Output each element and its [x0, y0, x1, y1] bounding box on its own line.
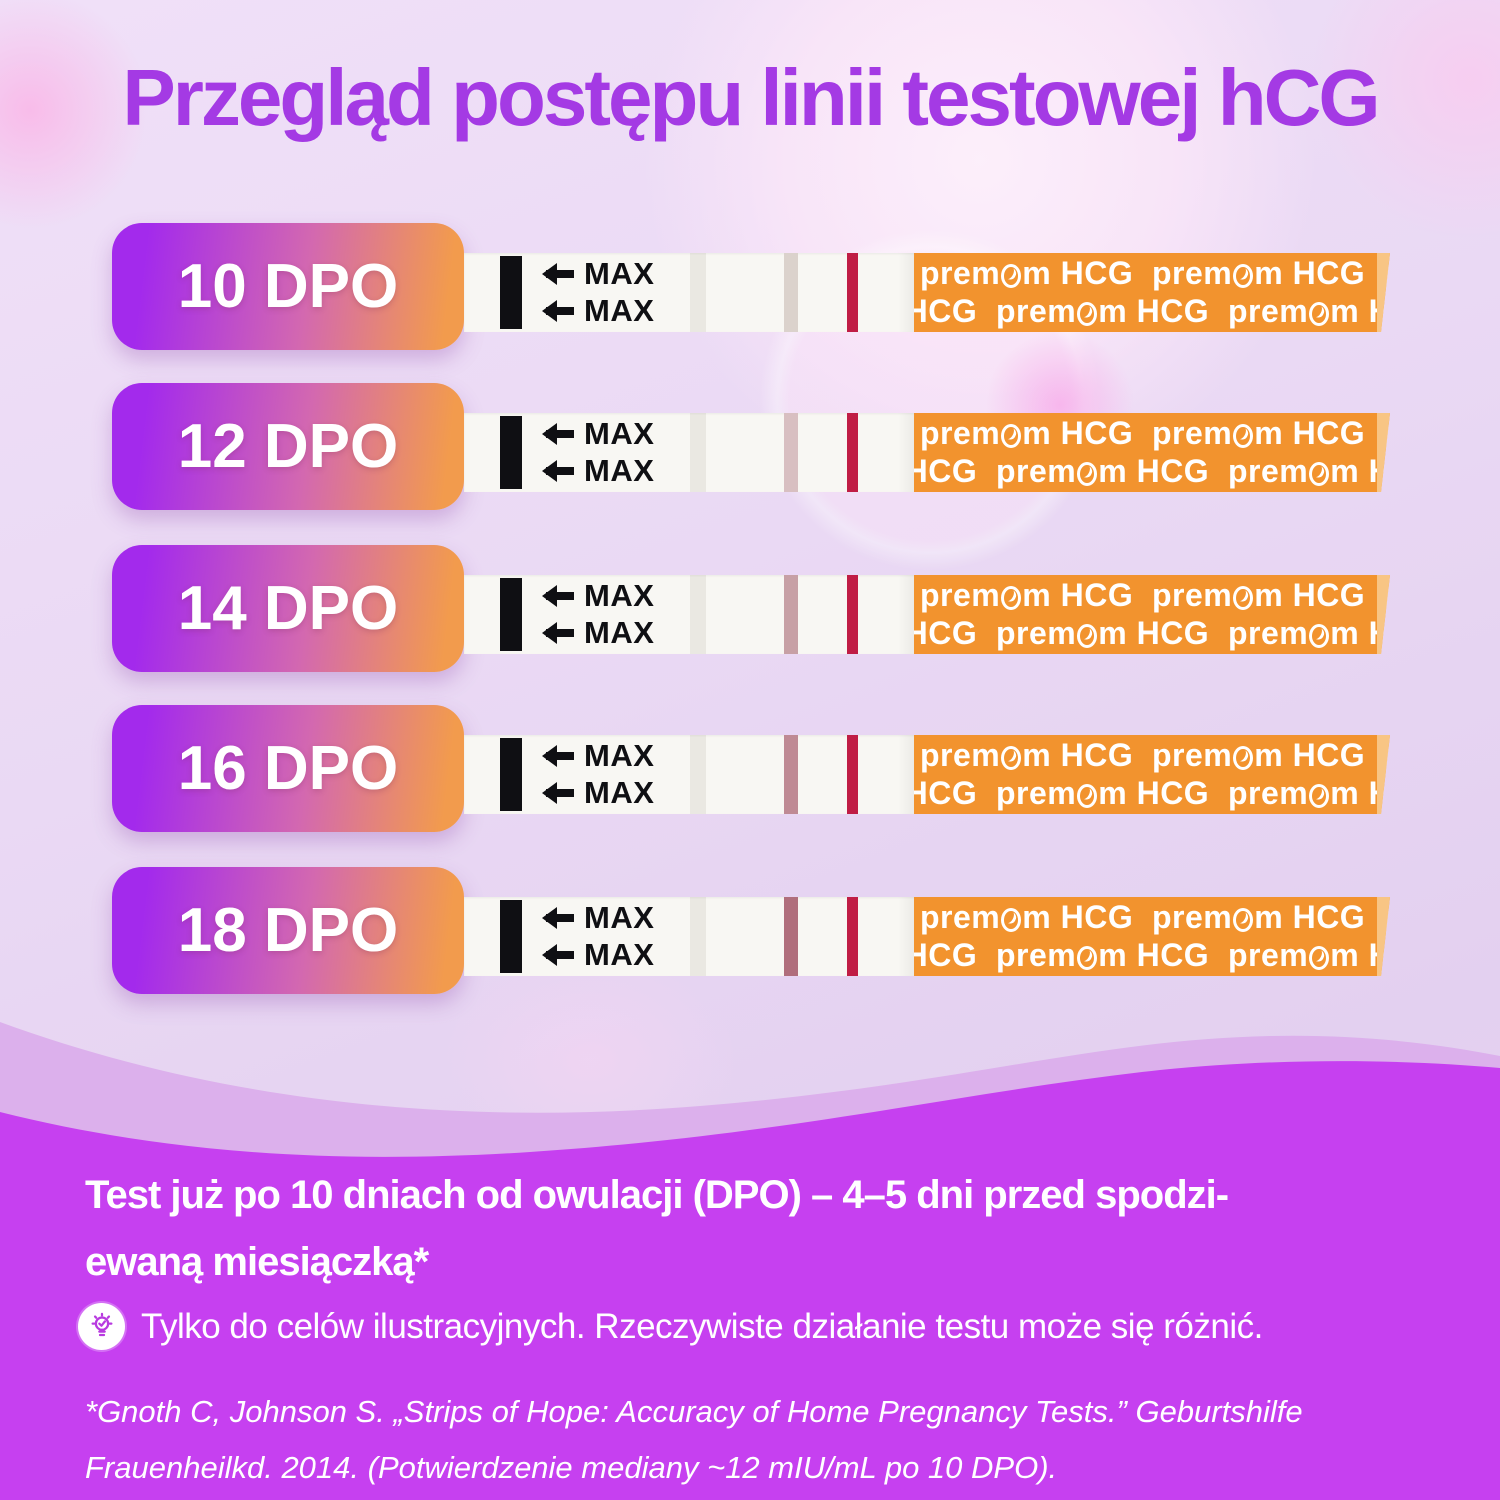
- brand-hcg: HCG: [914, 775, 978, 811]
- dpo-badge: 16 DPO: [112, 705, 464, 832]
- left-arrow-icon: [546, 467, 574, 475]
- left-arrow-icon: [546, 629, 574, 637]
- brand-hcg: HCG: [1136, 937, 1210, 973]
- premom-logo-o-icon: [1309, 624, 1329, 648]
- test-line: [784, 897, 798, 976]
- brand-hcg: HCG: [1292, 737, 1366, 773]
- left-arrow-icon: [546, 270, 574, 278]
- left-arrow-icon: [546, 789, 574, 797]
- dpo-label: 18 DPO: [177, 896, 399, 965]
- max-labels: MAX MAX: [530, 577, 654, 652]
- max-label: MAX: [584, 615, 655, 651]
- premom-logo-o-icon: [1233, 746, 1253, 770]
- brand-hcg: HCG: [1136, 775, 1210, 811]
- premom-logo-o-icon: [1309, 946, 1329, 970]
- dpo-badge: 14 DPO: [112, 545, 464, 672]
- left-arrow-icon: [546, 430, 574, 438]
- control-line: [847, 735, 858, 814]
- left-arrow-icon: [546, 914, 574, 922]
- premom-logo-o-icon: [1233, 586, 1253, 610]
- premom-logo-o-icon: [1309, 784, 1329, 808]
- dpo-badge: 18 DPO: [112, 867, 464, 994]
- test-line: [784, 575, 798, 654]
- left-arrow-icon: [546, 307, 574, 315]
- max-labels: MAX MAX: [530, 737, 654, 812]
- citation: *Gnoth C, Johnson S. „Strips of Hope: Ac…: [85, 1384, 1303, 1496]
- premom-logo-o-icon: [1233, 908, 1253, 932]
- dpo-badge: 12 DPO: [112, 383, 464, 510]
- premom-logo-o-icon: [1077, 784, 1097, 808]
- brand-hcg: HCG: [1136, 615, 1210, 651]
- brand-hcg: HCG: [914, 937, 978, 973]
- headline-line1: Test już po 10 dniach od owulacji (DPO) …: [85, 1173, 1229, 1217]
- strip-shade: [898, 897, 914, 976]
- dpo-label: 12 DPO: [177, 412, 399, 481]
- strip-shade: [898, 735, 914, 814]
- premom-logo-o-icon: [1001, 746, 1021, 770]
- dpo-badge: 10 DPO: [112, 223, 464, 350]
- brand-hcg: HCG: [914, 615, 978, 651]
- note-text: Tylko do celów ilustracyjnych. Rzeczywis…: [141, 1306, 1263, 1346]
- brand-hcg: HCG: [1060, 577, 1134, 613]
- wave-background: [0, 1022, 1500, 1500]
- brand-hcg: HCG: [1060, 737, 1134, 773]
- max-label: MAX: [584, 577, 655, 613]
- strip-seam: [690, 575, 706, 654]
- premom-logo-o-icon: [1077, 946, 1097, 970]
- brand-hcg: HCG: [1292, 577, 1366, 613]
- test-line: [784, 735, 798, 814]
- max-bar-icon: [500, 256, 522, 329]
- max-label: MAX: [584, 775, 655, 811]
- control-line: [847, 897, 858, 976]
- max-bar-icon: [500, 416, 522, 489]
- max-bar-icon: [500, 578, 522, 651]
- note-row: Tylko do celów ilustracyjnych. Rzeczywis…: [78, 1303, 1263, 1350]
- dpo-label: 10 DPO: [177, 252, 399, 321]
- brand-hcg: HCG: [1292, 899, 1366, 935]
- strip-shade: [898, 575, 914, 654]
- headline-line2: ewaną miesiączką*: [85, 1240, 429, 1284]
- left-arrow-icon: [546, 592, 574, 600]
- lightbulb-icon: [78, 1303, 125, 1350]
- premom-logo-o-icon: [1001, 908, 1021, 932]
- max-label: MAX: [584, 737, 655, 773]
- premom-logo-o-icon: [1001, 586, 1021, 610]
- strip-seam: [690, 735, 706, 814]
- footer-headline: Test już po 10 dniach od owulacji (DPO) …: [85, 1162, 1229, 1296]
- control-line: [847, 575, 858, 654]
- citation-line1: *Gnoth C, Johnson S. „Strips of Hope: Ac…: [85, 1394, 1303, 1429]
- max-label: MAX: [584, 899, 655, 935]
- dpo-label: 14 DPO: [177, 574, 399, 643]
- left-arrow-icon: [546, 752, 574, 760]
- citation-line2: Frauenheilkd. 2014. (Potwierdzenie media…: [85, 1450, 1058, 1485]
- brand-hcg: HCG: [1060, 899, 1134, 935]
- max-bar-icon: [500, 738, 522, 811]
- dpo-label: 16 DPO: [177, 734, 399, 803]
- premom-logo-o-icon: [1077, 624, 1097, 648]
